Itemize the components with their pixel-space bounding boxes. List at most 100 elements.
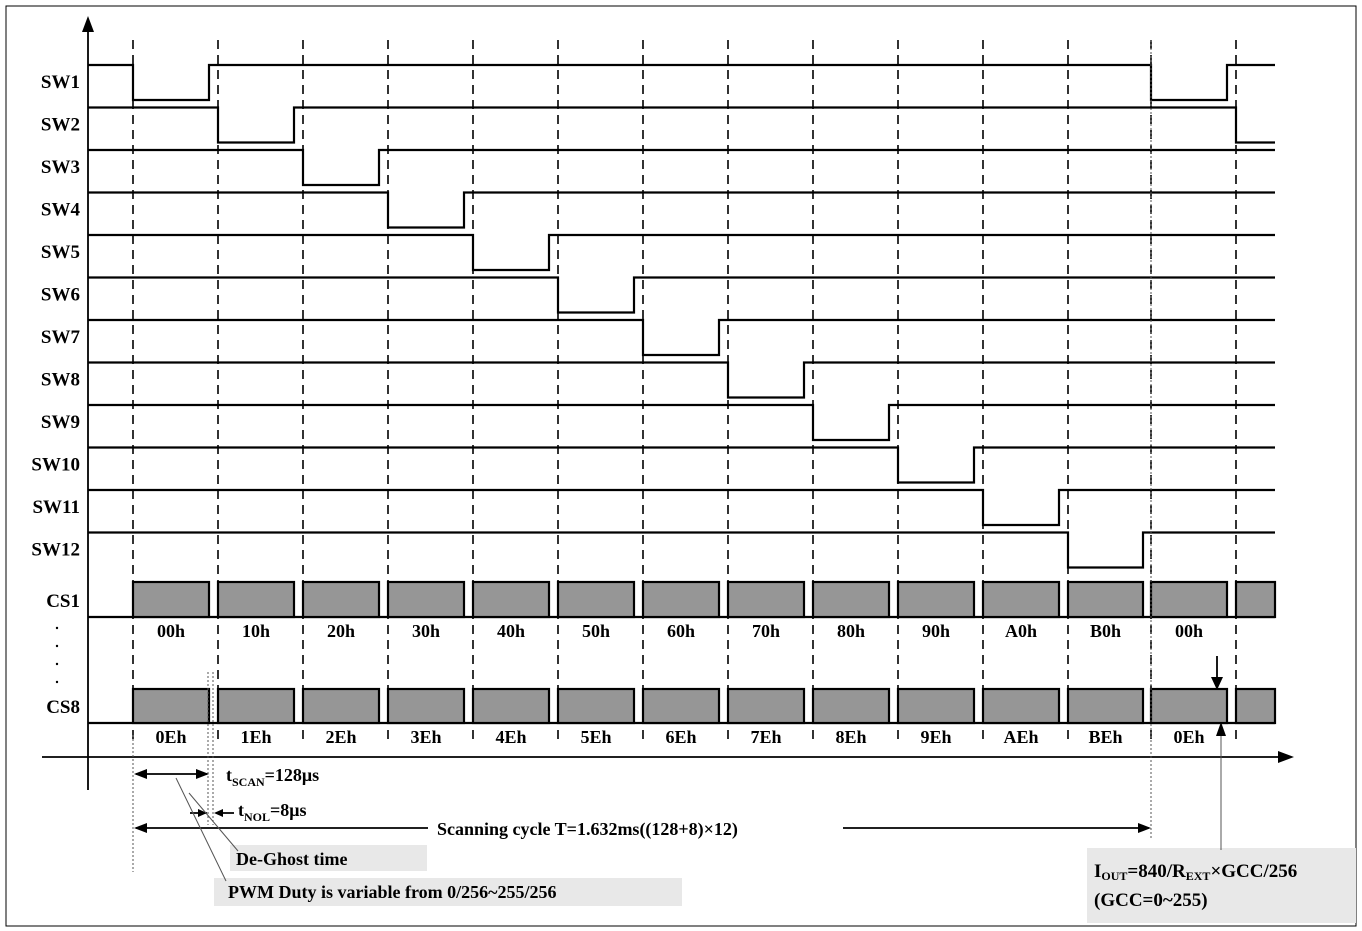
svg-text:IOUT=840/REXT×GCC/256: IOUT=840/REXT×GCC/256 <box>1094 861 1297 883</box>
gcc-range: (GCC=0~255) <box>1094 890 1208 911</box>
cs1-pulse <box>726 580 806 619</box>
cs8-slot-label: 6Eh <box>665 727 696 747</box>
cs8-pulse <box>216 687 296 725</box>
cs1-slot-label: B0h <box>1090 621 1121 641</box>
iout-tail: ×GCC/256 <box>1210 861 1297 882</box>
cs-ellipsis <box>55 626 59 684</box>
waveform-sw4 <box>88 191 1275 229</box>
cs8-slot-label: 5Eh <box>580 727 611 747</box>
label-sw3: SW3 <box>41 157 80 178</box>
cs1-slot-label: 00h <box>1175 621 1203 641</box>
cs1-slot-label: 30h <box>412 621 440 641</box>
label-sw1: SW1 <box>41 72 80 93</box>
waveform-sw1 <box>88 63 1275 102</box>
svg-text:tSCAN=128μs: tSCAN=128μs <box>226 765 319 789</box>
cs1-pulse <box>471 580 551 619</box>
waveform-sw8 <box>88 361 1275 399</box>
cs8-pulse <box>811 687 891 725</box>
cs8-pulse <box>1149 687 1229 725</box>
cs8-pulse <box>386 687 466 725</box>
cs8-slot-label: BEh <box>1088 727 1122 747</box>
label-sw12: SW12 <box>31 540 80 561</box>
tnol-t: t <box>238 800 244 820</box>
cs8-pulse <box>896 687 976 725</box>
waveform-sw2 <box>88 106 1275 144</box>
cs8-slot-label: 2Eh <box>325 727 356 747</box>
label-sw11: SW11 <box>32 497 80 518</box>
cs1-pulse <box>131 580 211 619</box>
waveform-sw5 <box>88 233 1275 272</box>
label-sw4: SW4 <box>41 200 81 221</box>
tscan-value: =128μs <box>265 765 319 785</box>
cs8-pulse <box>641 687 721 725</box>
cs8-slot-label: 7Eh <box>750 727 781 747</box>
cs8-pulse <box>131 687 211 725</box>
label-sw8: SW8 <box>41 370 80 391</box>
tscan-sub: SCAN <box>232 775 265 789</box>
cs1-pulse <box>556 580 636 619</box>
cs1-slot-label: 50h <box>582 621 610 641</box>
waveform-sw9 <box>88 403 1275 442</box>
cs8-pulse <box>301 687 381 725</box>
label-sw9: SW9 <box>41 412 80 433</box>
cs8-pulse <box>1066 687 1145 725</box>
cs1-slot-label: 20h <box>327 621 355 641</box>
cs1-slot-label: 90h <box>922 621 950 641</box>
y-axis-arrow <box>82 16 94 32</box>
svg-text:tNOL=8μs: tNOL=8μs <box>238 800 306 824</box>
tscan-annotation: tSCAN=128μs <box>134 765 319 789</box>
label-sw5: SW5 <box>41 242 80 263</box>
pwm-duty-box <box>214 878 682 906</box>
cs1-pulse <box>386 580 466 619</box>
switch-waveforms <box>88 63 1275 569</box>
cs1-label: CS1 <box>46 591 80 612</box>
deghost-leader <box>188 792 239 852</box>
cs8-slot-label: 0Eh <box>1173 727 1204 747</box>
cs1-pulse <box>981 580 1061 619</box>
cs1-pulse <box>1149 580 1229 619</box>
cs1-pulse <box>1066 580 1145 619</box>
cs1-slot-label: 80h <box>837 621 865 641</box>
cs1-slot-label: 00h <box>157 621 185 641</box>
iout-out: OUT <box>1101 869 1127 883</box>
cs1-slot-label: 70h <box>752 621 780 641</box>
cs1-slot-label: 40h <box>497 621 525 641</box>
cs8-pulse <box>726 687 806 725</box>
waveform-sw6 <box>88 276 1275 314</box>
cs8-slot-label: 8Eh <box>835 727 866 747</box>
tnol-value: =8μs <box>270 800 306 820</box>
iout-mid: =840/R <box>1127 861 1186 882</box>
tscan-t: t <box>226 765 232 785</box>
label-sw2: SW2 <box>41 115 80 136</box>
cs1-pulse <box>216 580 296 619</box>
tnol-sub: NOL <box>244 810 270 824</box>
cs8-slot-label: 1Eh <box>240 727 271 747</box>
cs8-pulse <box>471 687 551 725</box>
x-axis-arrow <box>1278 751 1294 763</box>
cs8-slot-label: 4Eh <box>495 727 526 747</box>
label-sw7: SW7 <box>41 327 81 348</box>
cs1-pulse <box>896 580 976 619</box>
cs8-slot-label: AEh <box>1003 727 1038 747</box>
cs1-slot-label: 10h <box>242 621 270 641</box>
cs8-pulse <box>981 687 1061 725</box>
cs1-slot-label: A0h <box>1005 621 1037 641</box>
waveform-sw11 <box>88 488 1275 527</box>
waveform-sw3 <box>88 148 1275 187</box>
cs8-slot-label: 9Eh <box>920 727 951 747</box>
cs8-slot-label: 0Eh <box>155 727 186 747</box>
deghost-label: De-Ghost time <box>236 849 347 869</box>
cs1-pulse <box>811 580 891 619</box>
cs1-pulse <box>1234 580 1277 619</box>
deghost-box <box>230 845 427 871</box>
waveform-sw7 <box>88 318 1275 357</box>
scan-cycle-annotation: Scanning cycle T=1.632ms((128+8)×12) <box>134 819 1151 840</box>
diagram-frame <box>5 5 1357 927</box>
label-sw10: SW10 <box>31 455 80 476</box>
cs1-pulse <box>641 580 721 619</box>
tnol-annotation: tNOL=8μs <box>190 800 306 824</box>
iout-box <box>1087 848 1356 923</box>
pwm-duty-label: PWM Duty is variable from 0/256~255/256 <box>228 882 557 902</box>
current-sink-waveforms: CS1 00h 10h 20h 30h 40h 50h 60h 70h 80h 90h A0h B0h 0… <box>46 580 1277 747</box>
